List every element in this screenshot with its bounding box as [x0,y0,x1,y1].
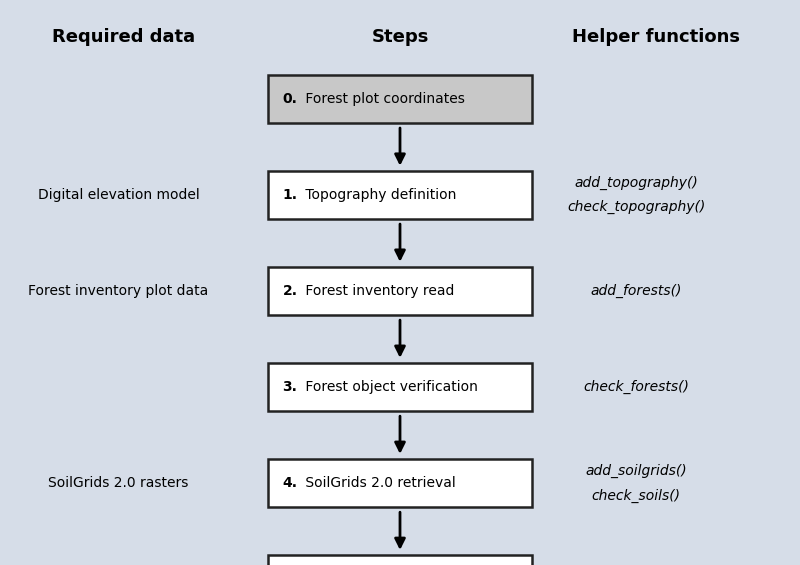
Bar [268,75,532,123]
Bar [268,171,532,219]
Text: Forest inventory plot data: Forest inventory plot data [28,284,209,298]
Text: 2.: 2. [282,284,298,298]
Text: 1.: 1. [282,188,298,202]
Text: Helper functions: Helper functions [572,28,740,46]
Text: Forest plot coordinates: Forest plot coordinates [301,92,465,106]
Text: Forest inventory read: Forest inventory read [301,284,454,298]
Bar [268,363,532,411]
Bar [268,459,532,507]
Bar [268,555,532,565]
Text: Topography definition: Topography definition [301,188,456,202]
Text: add_forests(): add_forests() [590,284,682,298]
Text: check_forests(): check_forests() [583,380,689,394]
Text: 0.: 0. [282,92,298,106]
Text: 4.: 4. [282,476,298,490]
Text: Forest object verification: Forest object verification [301,380,478,394]
Text: Steps: Steps [371,28,429,46]
Text: check_topography(): check_topography() [567,201,705,215]
Text: SoilGrids 2.0 rasters: SoilGrids 2.0 rasters [48,476,189,490]
Text: check_soils(): check_soils() [591,489,681,503]
Text: add_soilgrids(): add_soilgrids() [585,463,687,477]
Bar [268,267,532,315]
Text: Digital elevation model: Digital elevation model [38,188,199,202]
Text: add_topography(): add_topography() [574,175,698,189]
Text: 3.: 3. [282,380,298,394]
Text: SoilGrids 2.0 retrieval: SoilGrids 2.0 retrieval [301,476,455,490]
Text: Required data: Required data [53,28,195,46]
